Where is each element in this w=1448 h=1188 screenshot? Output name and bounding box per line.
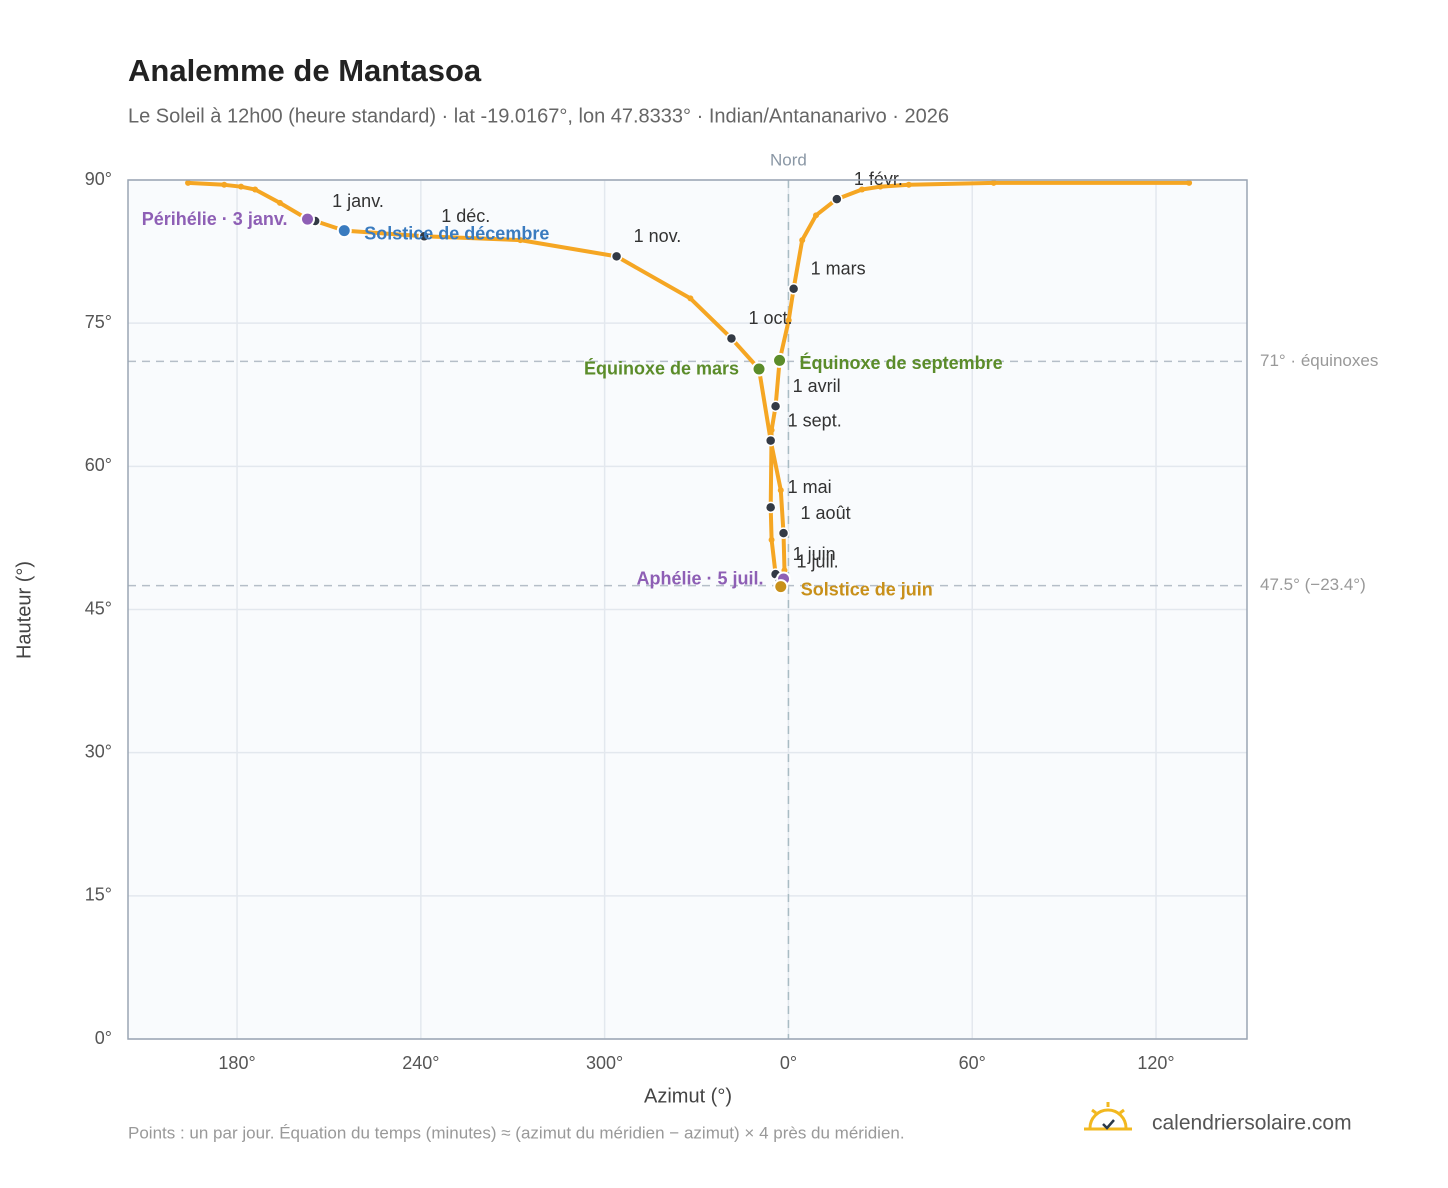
month-point	[777, 527, 790, 539]
day-point	[1186, 179, 1193, 186]
month-label: 1 avril	[793, 376, 841, 396]
day-point	[517, 237, 524, 244]
day-point	[276, 199, 283, 206]
day-point	[813, 212, 820, 219]
event-label: Solstice de décembre	[364, 223, 549, 243]
month-label: 1 août	[801, 503, 851, 523]
y-tick-label: 30°	[85, 741, 112, 761]
day-point	[252, 186, 259, 193]
y-axis-label: Hauteur (°)	[13, 561, 35, 659]
brand-logo	[1084, 1102, 1132, 1131]
day-point	[768, 427, 775, 434]
footnote: Points : un par jour. Équation du temps …	[128, 1123, 905, 1142]
day-point	[877, 183, 884, 190]
event-point	[751, 361, 767, 377]
day-point	[238, 183, 245, 190]
y-tick-label: 90°	[85, 169, 112, 189]
event-label: Solstice de juin	[801, 579, 933, 599]
month-label: 1 janv.	[332, 191, 384, 211]
month-point	[764, 434, 777, 447]
month-label: 1 juin	[793, 544, 836, 564]
day-point	[785, 317, 792, 324]
y-tick-label: 15°	[85, 885, 112, 905]
month-point	[787, 283, 800, 295]
day-point	[185, 179, 192, 186]
month-point	[831, 193, 843, 205]
day-point	[777, 487, 784, 494]
reference-label: 71° · équinoxes	[1260, 351, 1378, 370]
x-tick-label: 60°	[959, 1053, 986, 1073]
day-point	[221, 181, 228, 188]
month-label: 1 juil.	[797, 552, 839, 572]
x-tick-label: 180°	[218, 1053, 255, 1073]
event-label: Périhélie · 3 janv.	[142, 209, 288, 229]
day-point	[687, 295, 694, 302]
event-label: Équinoxe de mars	[584, 358, 739, 379]
y-tick-label: 0°	[95, 1028, 112, 1048]
event-label: Aphélie · 5 juil.	[637, 569, 764, 589]
month-label: 1 sept.	[788, 410, 842, 430]
day-point	[858, 186, 865, 193]
chart-title: Analemme de Mantasoa	[128, 53, 482, 88]
x-tick-label: 120°	[1137, 1053, 1174, 1073]
month-label: 1 oct.	[748, 308, 792, 328]
day-point	[799, 237, 806, 244]
x-tick-label: 0°	[780, 1053, 797, 1073]
month-label: 1 mars	[811, 259, 866, 279]
event-point	[300, 211, 316, 227]
y-tick-label: 45°	[85, 598, 112, 618]
y-tick-label: 60°	[85, 455, 112, 475]
month-label: 1 févr.	[854, 169, 903, 189]
x-axis-label: Azimut (°)	[644, 1085, 732, 1107]
day-point	[905, 181, 912, 188]
month-label: 1 déc.	[441, 206, 490, 226]
event-label: Équinoxe de septembre	[800, 352, 1003, 373]
north-label: Nord	[770, 150, 807, 169]
plot-frame	[127, 179, 1248, 1040]
month-point	[764, 501, 777, 514]
x-tick-label: 240°	[402, 1053, 439, 1073]
event-point	[772, 352, 788, 368]
chart-subtitle: Le Soleil à 12h00 (heure standard) · lat…	[128, 105, 949, 127]
month-label: 1 nov.	[634, 226, 682, 246]
month-label: 1 mai	[788, 477, 832, 497]
event-point	[336, 223, 352, 239]
day-point	[768, 536, 775, 543]
x-tick-label: 300°	[586, 1053, 623, 1073]
day-point	[990, 179, 997, 186]
month-point	[769, 400, 782, 412]
reference-label: 47.5° (−23.4°)	[1260, 575, 1366, 594]
month-point	[725, 332, 738, 345]
month-point	[418, 230, 430, 243]
event-point	[773, 579, 789, 595]
y-tick-label: 75°	[85, 312, 112, 332]
brand-name: calendriersolaire.com	[1152, 1112, 1352, 1135]
month-point	[610, 250, 623, 263]
